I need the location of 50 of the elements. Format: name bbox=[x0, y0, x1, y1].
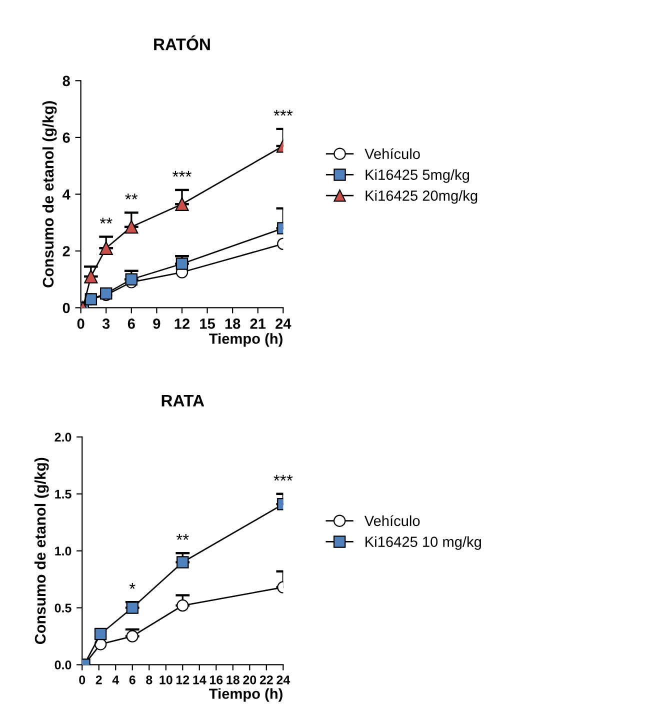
y-tick-label: 6 bbox=[62, 132, 70, 143]
y-tick-label: 4 bbox=[62, 189, 70, 200]
chart-title: RATÓN bbox=[154, 35, 210, 50]
x-axis-title: Tiempo (h) bbox=[209, 688, 282, 702]
x-tick-label: 21 bbox=[250, 318, 266, 329]
x-tick-label: 20 bbox=[243, 675, 256, 684]
x-tick-label: 2 bbox=[96, 675, 102, 684]
x-tick-label: 0 bbox=[77, 318, 84, 329]
x-tick-label: 24 bbox=[276, 675, 290, 684]
x-tick-label: 18 bbox=[225, 318, 240, 329]
y-tick-label: 1.5 bbox=[55, 490, 72, 499]
legend-label: Ki16425 20mg/kg bbox=[366, 190, 478, 204]
x-tick-label: 8 bbox=[146, 675, 152, 684]
x-tick-label: 14 bbox=[193, 676, 206, 684]
y-tick-label: 0.5 bbox=[54, 604, 72, 612]
chart-title: RATA bbox=[162, 394, 204, 406]
annotation: * bbox=[129, 583, 136, 589]
x-tick-label: 6 bbox=[128, 318, 135, 329]
legend-label: Ki16425 5mg/kg bbox=[366, 169, 470, 183]
x-tick-label: 18 bbox=[226, 675, 240, 684]
legend-label: Vehículo bbox=[364, 515, 420, 526]
y-tick-label: 0.0 bbox=[54, 660, 72, 670]
annotation: ** bbox=[176, 534, 189, 540]
y-tick-label: 8 bbox=[62, 76, 70, 86]
x-tick-label: 15 bbox=[200, 318, 215, 329]
annotation: ** bbox=[100, 218, 112, 224]
x-tick-label: 12 bbox=[176, 675, 190, 684]
x-tick-label: 3 bbox=[102, 318, 110, 329]
x-tick-label: 16 bbox=[210, 675, 223, 684]
y-tick-label: 0 bbox=[62, 302, 70, 314]
x-tick-label: 0 bbox=[79, 675, 86, 684]
legend-label: Ki16425 10 mg/kg bbox=[366, 536, 481, 550]
annotation: ** bbox=[125, 194, 138, 200]
x-tick-label: 10 bbox=[160, 675, 172, 684]
y-axis-title: Consumo de etanol (g/kg) bbox=[42, 101, 57, 288]
annotation: *** bbox=[274, 474, 293, 481]
x-tick-label: 24 bbox=[276, 318, 292, 329]
x-tick-label: 6 bbox=[129, 675, 136, 684]
y-axis-title: Consumo de etanol (g/kg) bbox=[34, 458, 49, 644]
x-tick-label: 12 bbox=[174, 318, 190, 329]
y-tick-label: 2 bbox=[62, 246, 70, 256]
legend-label: Vehículo bbox=[364, 148, 420, 160]
x-tick-label: 9 bbox=[153, 318, 160, 329]
x-axis-title: Tiempo (h) bbox=[209, 333, 282, 347]
annotation: *** bbox=[274, 110, 293, 116]
x-tick-label: 4 bbox=[112, 676, 120, 684]
y-tick-label: 1.0 bbox=[55, 546, 72, 556]
annotation: *** bbox=[172, 170, 192, 177]
y-tick-label: 2.0 bbox=[54, 432, 72, 442]
x-tick-label: 22 bbox=[260, 675, 273, 684]
